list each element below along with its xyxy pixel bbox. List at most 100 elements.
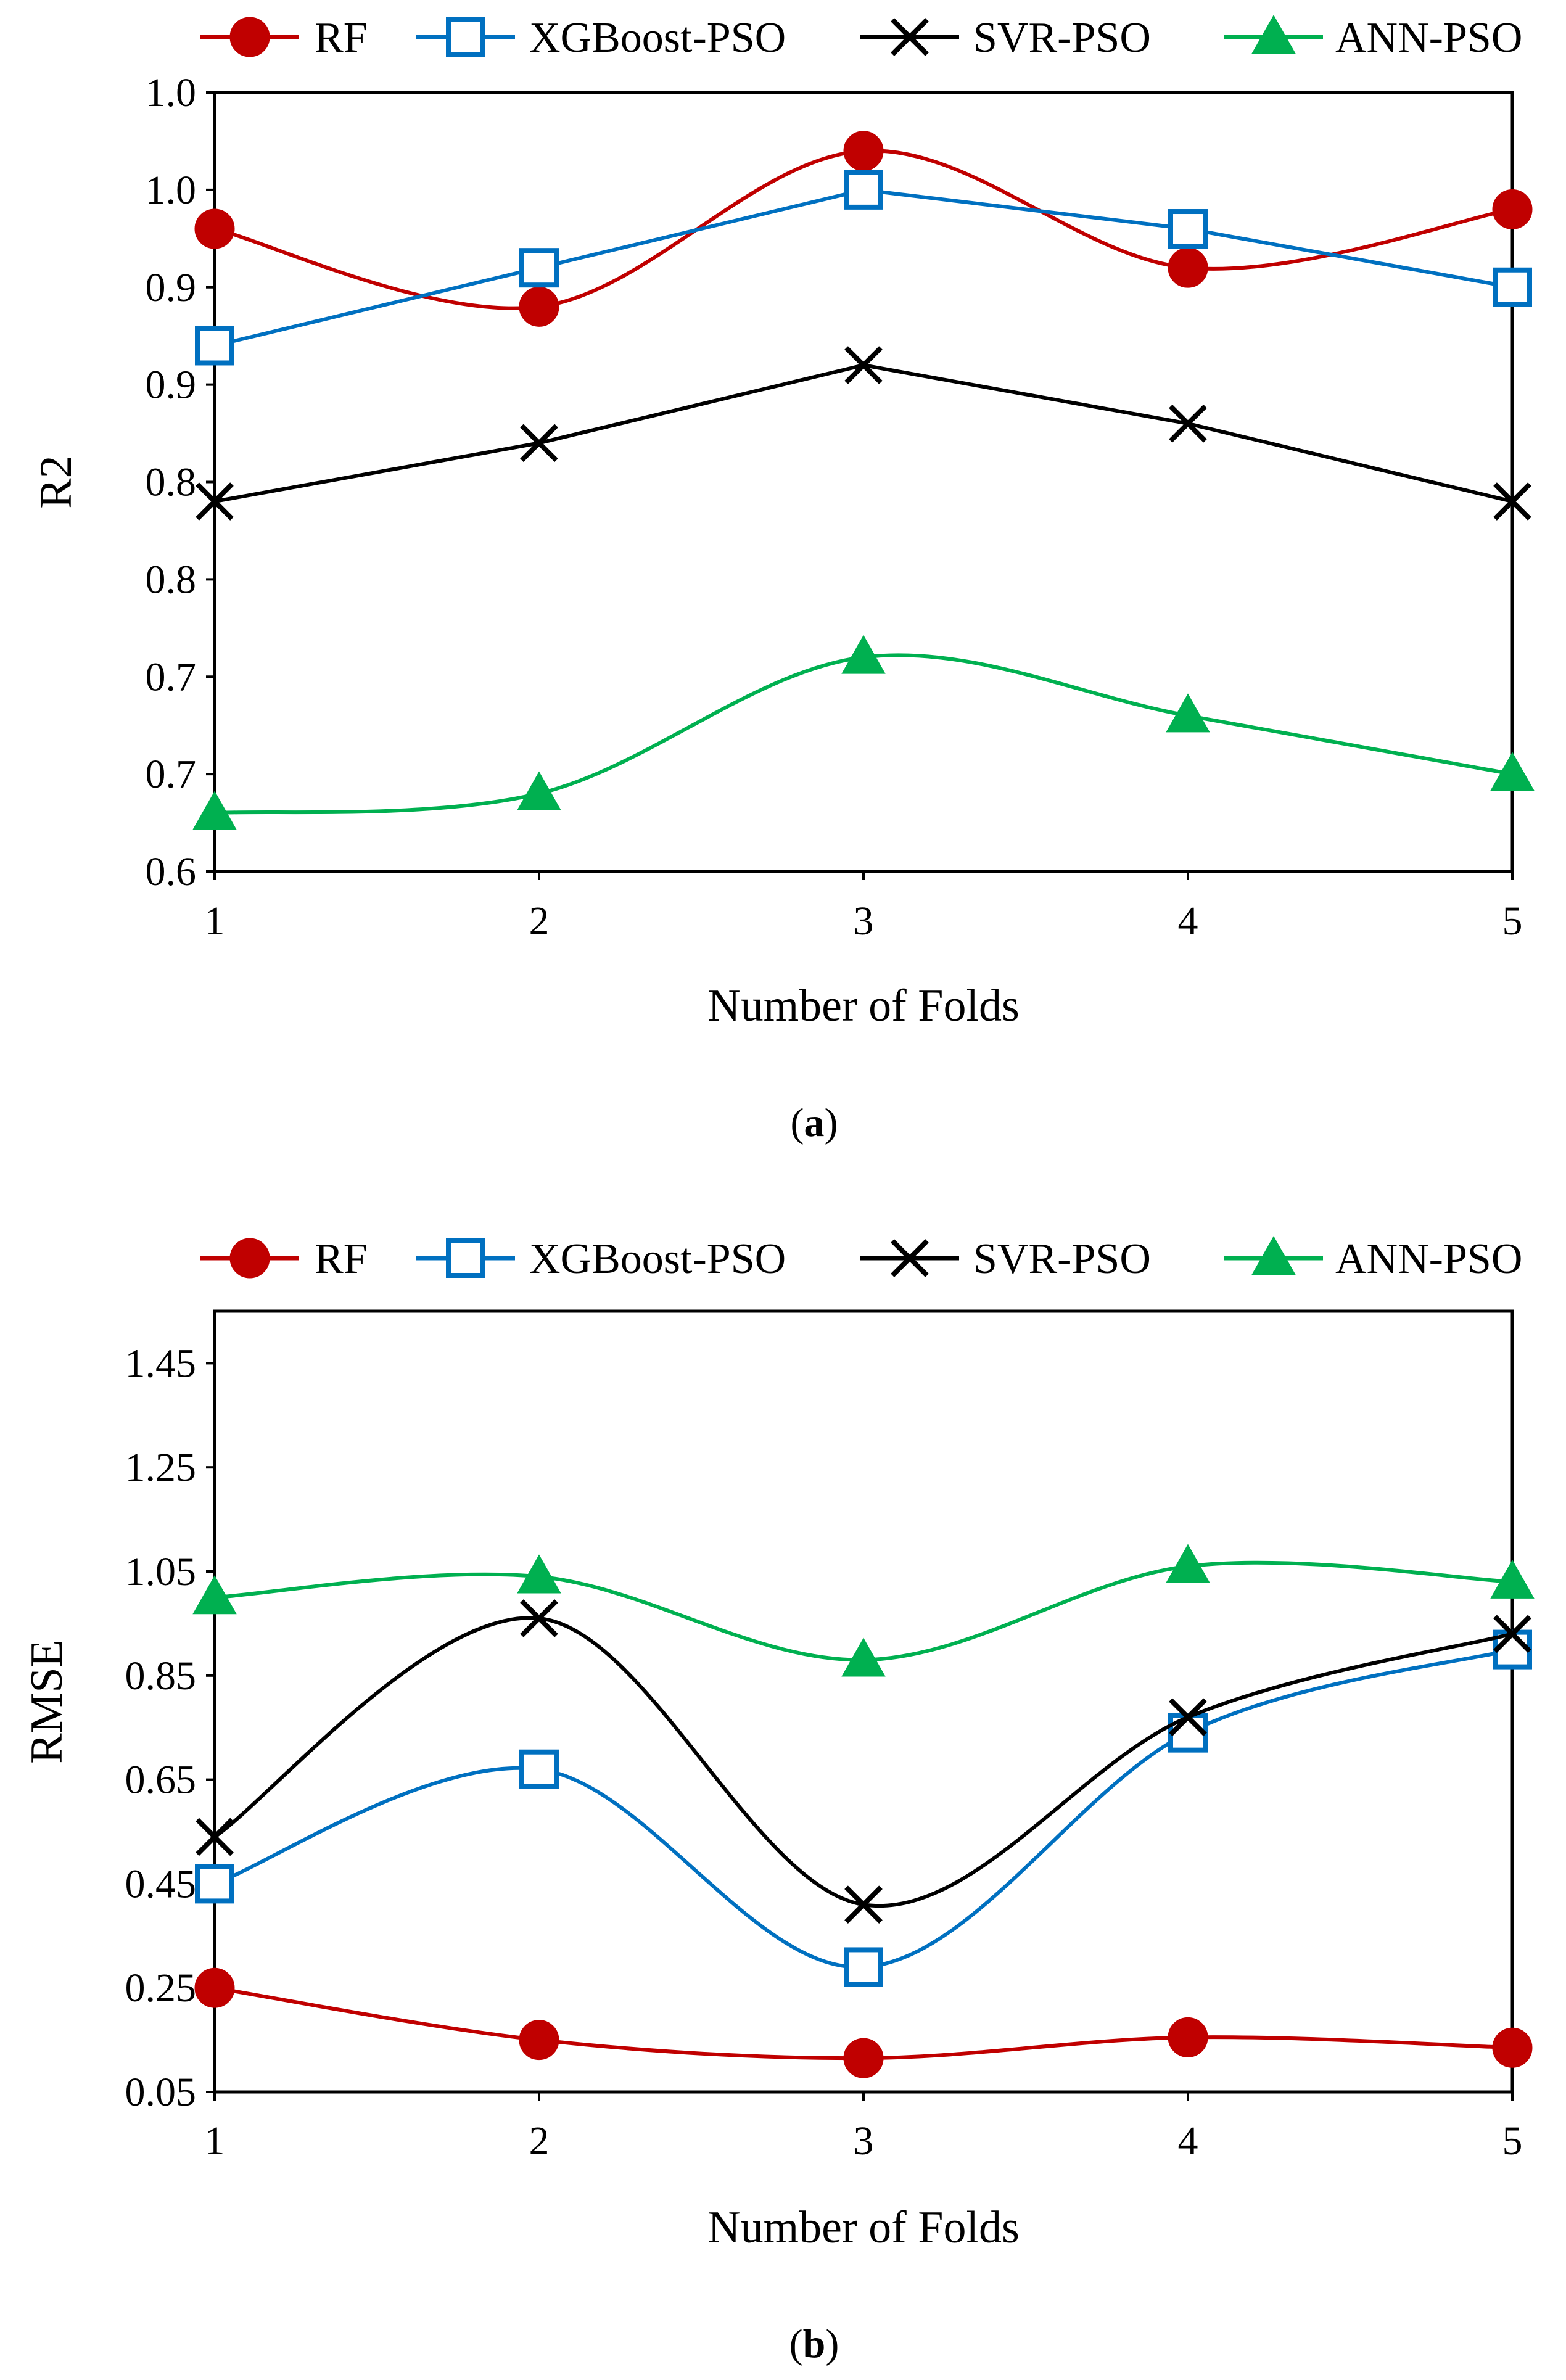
x-axis-title: Number of Folds — [707, 2202, 1020, 2253]
x-tick-label: 4 — [1178, 899, 1198, 944]
data-point — [1493, 267, 1532, 307]
y-tick-label: 0.05 — [125, 2070, 197, 2115]
data-point — [192, 791, 237, 830]
data-point — [520, 1599, 558, 1637]
legend-marker — [891, 18, 929, 56]
series-svr-pso — [196, 1599, 1531, 1924]
legend-item-rf: RF — [200, 14, 368, 62]
chart-panel-b: RF XGBoost-PSO SVR-PSO ANN-PSO 0.05 0.25 0.45 0… — [22, 1235, 1535, 2366]
data-point — [520, 424, 558, 463]
legend-item-ann-pso: ANN-PSO — [1224, 1235, 1522, 1283]
x-tick-label: 3 — [854, 899, 874, 944]
data-point — [1169, 404, 1207, 443]
series-line — [213, 1647, 1513, 1969]
legend-item-xgboost-pso: XGBoost-PSO — [416, 1235, 786, 1283]
legend-marker — [229, 1238, 270, 1279]
panel-label: (a) — [791, 1100, 838, 1145]
legend-label: ANN-PSO — [1335, 14, 1522, 62]
legend-item-ann-pso: ANN-PSO — [1224, 14, 1522, 62]
y-tick-label: 0.9 — [146, 265, 197, 310]
data-point — [195, 326, 234, 366]
y-tick-label: 1.0 — [146, 70, 197, 115]
series-ann-pso — [192, 635, 1535, 830]
series-line — [213, 1616, 1513, 1908]
y-tick-label: 1.0 — [146, 168, 197, 213]
data-point — [841, 1637, 886, 1677]
y-tick-label: 1.45 — [125, 1341, 197, 1386]
y-tick-label: 0.7 — [146, 654, 197, 699]
data-point — [1490, 752, 1535, 791]
data-point — [519, 286, 559, 327]
legend-item-svr-pso: SVR-PSO — [860, 14, 1151, 62]
data-point — [844, 346, 883, 384]
data-point — [519, 1749, 559, 1789]
data-point — [517, 1554, 561, 1594]
data-point — [194, 1967, 235, 2008]
y-tick-label: 0.6 — [146, 849, 197, 894]
data-point — [843, 2038, 884, 2078]
data-point — [843, 131, 884, 171]
x-axis-title: Number of Folds — [707, 981, 1020, 1031]
data-point — [195, 1864, 234, 1904]
y-tick-label: 0.85 — [125, 1653, 197, 1699]
data-point — [1168, 209, 1208, 249]
x-tick-label: 1 — [205, 899, 225, 944]
y-tick-label: 1.05 — [125, 1549, 197, 1594]
legend-marker — [229, 17, 270, 57]
series-xgboost-pso — [195, 170, 1532, 366]
series-rf — [194, 1967, 1533, 2078]
y-tick-label: 0.8 — [146, 460, 197, 505]
data-point — [519, 248, 559, 288]
data-point — [1492, 2027, 1533, 2068]
legend: RF XGBoost-PSO SVR-PSO ANN-PSO — [200, 14, 1522, 62]
data-point — [196, 1818, 234, 1856]
legend-label: RF — [315, 14, 368, 62]
data-point — [519, 2020, 559, 2061]
legend-marker — [446, 1238, 485, 1278]
y-tick-label: 0.25 — [125, 1966, 197, 2011]
y-tick-label: 0.65 — [125, 1758, 197, 1803]
data-point — [192, 1575, 237, 1615]
data-point — [844, 170, 883, 210]
legend-marker — [446, 17, 485, 57]
data-point — [1168, 2017, 1208, 2057]
legend-item-svr-pso: SVR-PSO — [860, 1235, 1151, 1283]
series-xgboost-pso — [195, 1629, 1532, 1987]
legend-marker — [891, 1239, 929, 1277]
data-point — [1493, 482, 1531, 521]
data-point — [1490, 1559, 1535, 1599]
legend-label: SVR-PSO — [973, 1235, 1151, 1283]
data-point — [1493, 1615, 1531, 1653]
series-line — [214, 187, 1513, 348]
legend: RF XGBoost-PSO SVR-PSO ANN-PSO — [200, 1235, 1522, 1283]
data-point — [196, 482, 234, 521]
series-ann-pso — [192, 1544, 1535, 1677]
data-point — [1492, 189, 1533, 229]
data-point — [1168, 247, 1208, 288]
x-tick-label: 1 — [205, 2119, 225, 2164]
series-line — [214, 363, 1513, 504]
legend-label: SVR-PSO — [973, 14, 1151, 62]
data-point — [841, 635, 886, 674]
legend-label: RF — [315, 1235, 368, 1283]
y-axis-title: RMSE — [22, 1639, 72, 1764]
series-line — [214, 653, 1513, 815]
series-svr-pso — [196, 346, 1531, 521]
x-tick-label: 5 — [1502, 2119, 1523, 2164]
legend-marker — [1251, 14, 1296, 54]
y-tick-label: 0.8 — [146, 557, 197, 602]
y-tick-label: 0.7 — [146, 752, 197, 797]
y-tick-label: 1.25 — [125, 1445, 197, 1490]
x-tick-label: 4 — [1178, 2119, 1198, 2164]
x-tick-label: 2 — [529, 899, 550, 944]
x-tick-label: 5 — [1502, 899, 1523, 944]
data-point — [844, 1947, 883, 1987]
series-rf — [194, 131, 1533, 327]
data-point — [844, 1885, 883, 1924]
legend-label: XGBoost-PSO — [529, 14, 786, 62]
data-point — [1166, 1544, 1210, 1583]
x-tick-label: 2 — [529, 2119, 550, 2164]
chart-panel-a: RF XGBoost-PSO SVR-PSO ANN-PSO 0.6 0.7 0.7 0.8 0… — [31, 14, 1535, 1145]
data-point — [194, 208, 235, 249]
